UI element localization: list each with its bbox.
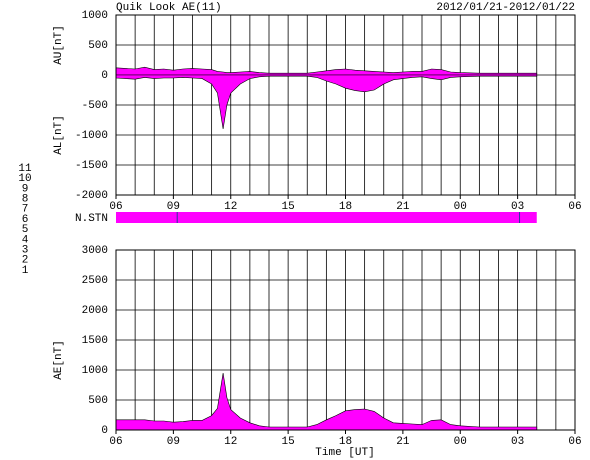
x-tick-label: 06: [109, 201, 122, 213]
y-tick-label: -2000: [75, 190, 108, 202]
y-tick-label: -500: [82, 100, 108, 112]
y-tick-label: 0: [101, 70, 108, 82]
x-tick-label: 06: [568, 201, 581, 213]
x-tick-label: 03: [511, 201, 524, 213]
y-tick-label: 1000: [82, 10, 108, 22]
legend-entry: 3: [22, 245, 29, 257]
legend-entry: 8: [22, 194, 29, 206]
y-tick-label: -1000: [75, 130, 108, 142]
y-tick-label: 2500: [82, 275, 108, 287]
area: [115, 66, 538, 76]
x-tick-label: 15: [282, 436, 295, 448]
station-bar: [116, 212, 537, 223]
x-tick-label: 09: [167, 436, 180, 448]
legend-entry: 7: [22, 204, 29, 216]
area: [115, 372, 538, 431]
legend-entry: 11: [18, 163, 32, 175]
x-tick-label: 09: [167, 201, 180, 213]
legend-entry: 4: [22, 234, 29, 246]
legend-entry: 5: [22, 224, 29, 236]
x-tick-label: 06: [109, 436, 122, 448]
plot-frame: [115, 249, 576, 431]
x-tick-label: 12: [224, 436, 237, 448]
x-tick-label: 18: [339, 201, 352, 213]
y-tick-label: 500: [88, 40, 108, 52]
y-tick-label: 1500: [82, 335, 108, 347]
date-range: 2012/01/21-2012/01/22: [436, 2, 575, 14]
legend-entry: 2: [22, 255, 29, 267]
y-tick-label: 0: [101, 425, 108, 437]
x-tick-label: 18: [339, 436, 352, 448]
x-tick-label: 15: [282, 201, 295, 213]
y-tick-label: 1000: [82, 365, 108, 377]
x-tick-label: 21: [396, 436, 410, 448]
x-tick-label: 03: [511, 436, 524, 448]
x-axis-label: Time [UT]: [315, 447, 374, 459]
y-tick-label: 2000: [82, 305, 108, 317]
y-axis-label: AU[nT]: [53, 25, 65, 65]
legend-entry: 6: [22, 214, 29, 226]
station-label: N.STN: [75, 213, 108, 225]
legend-entry: 1: [22, 265, 29, 277]
y-axis-label: AE[nT]: [53, 340, 65, 380]
area: [115, 74, 538, 130]
y-tick-label: -1500: [75, 160, 108, 172]
x-tick-label: 00: [454, 201, 467, 213]
x-tick-label: 21: [396, 201, 410, 213]
x-tick-label: 06: [568, 436, 581, 448]
y-axis-label: AL[nT]: [53, 115, 65, 155]
y-tick-label: 500: [88, 395, 108, 407]
x-tick-label: 00: [454, 436, 467, 448]
y-tick-label: 3000: [82, 245, 108, 257]
x-tick-label: 12: [224, 201, 237, 213]
chart-title: Quik Look AE(11): [116, 2, 222, 14]
legend-entry: 9: [22, 183, 29, 195]
plot-frame: [115, 14, 576, 196]
legend-entry: 10: [18, 173, 31, 185]
